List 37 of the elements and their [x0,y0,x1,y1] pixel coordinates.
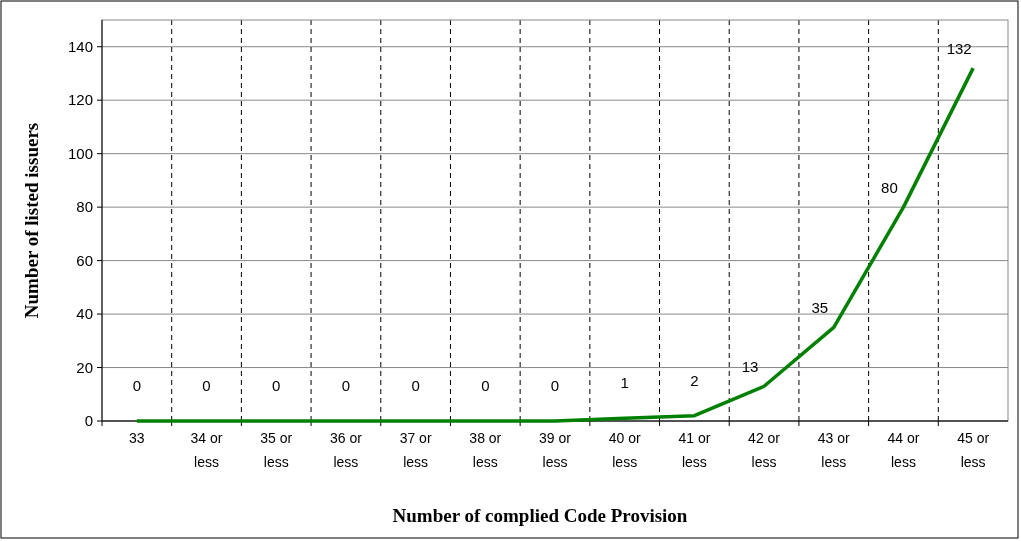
data-label: 0 [550,377,560,394]
data-label: 0 [341,377,351,394]
y-tick-label: 80 [76,198,93,216]
data-label: 0 [411,377,420,394]
x-tick-label: 39 or less [539,430,572,470]
data-label: 0 [202,377,211,394]
y-axis-title: Number of listed issuers [21,122,42,319]
x-tick-label: 41 or less [678,430,711,470]
x-tick-label: 35 or less [260,430,293,470]
data-label: 0 [481,377,490,394]
x-tick-label: 43 or less [817,430,851,470]
y-tick-label: 20 [76,358,93,376]
data-label: 2 [690,371,699,389]
y-tick-label: 120 [67,91,93,109]
y-tick-label: 40 [76,305,93,323]
x-tick-label: 37 or less [399,430,432,470]
x-tick-label: 44 or less [887,430,920,470]
data-label: 13 [741,358,759,376]
data-label: 1 [620,374,629,392]
data-label: 132 [946,40,972,58]
x-tick-label: 36 or less [329,430,363,470]
y-tick-label: 100 [67,144,93,162]
line-series [135,66,975,423]
y-tick-label: 60 [76,251,93,269]
data-label: 80 [881,179,898,197]
x-tick-label: 42 or less [748,430,781,470]
data-label: 35 [811,299,829,317]
y-tick-label: 140 [67,37,93,55]
data-label: 0 [132,377,142,394]
x-tick-label: 34 or less [190,430,223,470]
x-axis-title: Number of complied Code Provision [392,505,688,526]
x-tick-label: 45 or less [957,430,990,470]
x-tick-label: 38 or less [469,430,502,470]
x-tick-label: 33 [129,430,145,446]
y-tick-label: 0 [84,412,93,430]
x-tick-label: 40 or less [608,430,641,470]
data-label: 0 [272,377,281,394]
